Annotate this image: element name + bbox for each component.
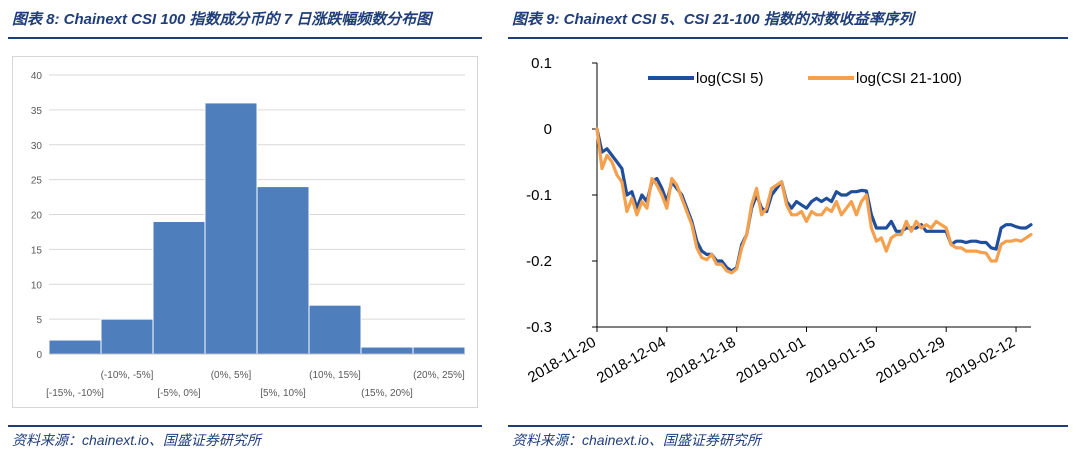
y-tick-label: 15 bbox=[31, 245, 43, 256]
x-tick-label: [5%, 10%] bbox=[260, 388, 306, 399]
x-tick-label: (0%, 5%] bbox=[211, 370, 252, 381]
histogram-frame: 0 5 10 15 20 25 30 35 40 [-15%, -10%] (-10%, -5%][… bbox=[12, 56, 478, 408]
y-tick-label: 0.1 bbox=[531, 55, 552, 72]
histogram-bar bbox=[256, 186, 310, 355]
x-tick-label: 2019-02-12 bbox=[943, 334, 1018, 387]
source-rule bbox=[8, 425, 482, 427]
y-tick-label: 0 bbox=[544, 121, 552, 138]
source-rule bbox=[508, 425, 1068, 427]
x-tick-label: (15%, 20%] bbox=[361, 388, 413, 399]
x-tick-label: [-15%, -10%] bbox=[46, 388, 104, 399]
y-tick-label: 5 bbox=[36, 315, 42, 326]
x-tick-label: (10%, 15%] bbox=[309, 370, 361, 381]
figure-9-source: 资料来源：chainext.io、国盛证券研究所 bbox=[512, 432, 761, 448]
histogram-bar bbox=[204, 102, 258, 355]
y-tick-label: 40 bbox=[31, 71, 43, 82]
x-tick-label: 2018-12-18 bbox=[664, 334, 739, 387]
x-tick-label: 2019-01-15 bbox=[803, 334, 878, 387]
series-line bbox=[595, 127, 1033, 275]
x-tick-label: [-5%, 0%] bbox=[157, 388, 201, 399]
y-tick-label: -0.1 bbox=[526, 187, 552, 204]
title-rule bbox=[8, 37, 482, 39]
histogram-bar bbox=[100, 318, 154, 355]
y-tick-label: 0 bbox=[36, 350, 42, 361]
x-tick-label: (20%, 25%] bbox=[413, 370, 465, 381]
x-tick-label: 2018-11-20 bbox=[525, 334, 599, 387]
y-tick-label: 30 bbox=[31, 141, 43, 152]
figure-8-title: 图表 8: Chainext CSI 100 指数成分币的 7 日涨跌幅频数分布… bbox=[12, 11, 432, 28]
y-tick-label: -0.2 bbox=[526, 253, 552, 270]
y-tick-label: 20 bbox=[31, 211, 43, 222]
y-tick-label: -0.3 bbox=[526, 319, 552, 336]
histogram-bar bbox=[48, 339, 102, 355]
y-tick-label: 10 bbox=[31, 280, 43, 291]
x-tick-label: 2019-01-29 bbox=[873, 334, 948, 387]
title-rule bbox=[508, 37, 1068, 39]
legend-label: log(CSI 21-100) bbox=[856, 70, 962, 87]
x-tick-label: 2019-01-01 bbox=[734, 334, 809, 387]
x-tick-label: (-10%, -5%] bbox=[101, 370, 154, 381]
legend-label: log(CSI 5) bbox=[696, 70, 764, 87]
figure-9-panel: 图表 9: Chainext CSI 5、CSI 21-100 指数的对数收益率… bbox=[508, 0, 1068, 456]
histogram-bar bbox=[308, 304, 362, 355]
figure-8-source: 资料来源：chainext.io、国盛证券研究所 bbox=[12, 432, 261, 448]
figure-8-panel: 图表 8: Chainext CSI 100 指数成分币的 7 日涨跌幅频数分布… bbox=[8, 0, 482, 456]
histogram-bar bbox=[412, 346, 466, 355]
y-tick-label: 35 bbox=[31, 106, 43, 117]
x-tick-label: 2018-12-04 bbox=[594, 334, 669, 387]
figure-9-title: 图表 9: Chainext CSI 5、CSI 21-100 指数的对数收益率… bbox=[512, 11, 914, 28]
histogram-bar bbox=[152, 220, 206, 355]
y-tick-label: 25 bbox=[31, 176, 43, 187]
log-return-chart: -0.3 -0.2 -0.1 0 0.1 2018-11-202018-12-042018… bbox=[525, 55, 1033, 387]
histogram-bar bbox=[360, 346, 414, 355]
